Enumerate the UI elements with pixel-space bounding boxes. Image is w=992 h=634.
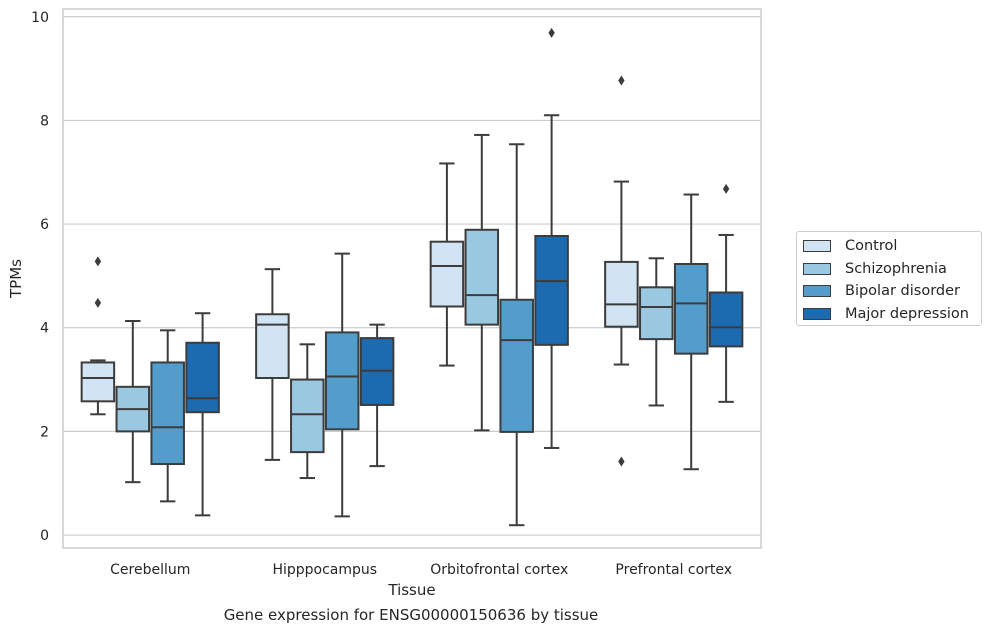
- outlier-point: [94, 297, 102, 308]
- figure-caption: Gene expression for ENSG00000150636 by t…: [223, 606, 599, 624]
- legend-label-bipolar-disorder: Bipolar disorder: [845, 283, 960, 300]
- legend-label-major-depression: Major depression: [845, 305, 969, 322]
- y-tick-label: 10: [31, 10, 49, 26]
- outlier-point: [618, 456, 625, 467]
- box: [429, 240, 465, 308]
- outlier-point: [722, 183, 730, 194]
- x-axis-label: Tissue: [387, 581, 435, 599]
- x-tick-label: Cerebellum: [110, 562, 190, 578]
- box: [708, 291, 744, 348]
- legend-item-control: Control: [803, 235, 981, 258]
- y-tick-label: 4: [40, 321, 49, 337]
- y-tick-label: 2: [40, 424, 49, 440]
- x-tick-label: Hipppocampus: [272, 562, 377, 578]
- box: [604, 260, 639, 328]
- legend-label-schizophrenia: Schizophrenia: [845, 260, 947, 277]
- y-tick-label: 0: [40, 528, 49, 544]
- box: [290, 378, 325, 454]
- legend: Control Schizophrenia Bipolar disorder M…: [796, 231, 982, 326]
- outlier-point: [94, 256, 102, 267]
- box: [185, 341, 220, 414]
- box: [639, 286, 674, 341]
- outlier-point: [548, 27, 555, 38]
- box: [499, 298, 534, 433]
- box: [534, 235, 569, 346]
- box: [673, 262, 709, 355]
- box: [464, 228, 500, 326]
- legend-item-schizophrenia: Schizophrenia: [803, 258, 981, 281]
- legend-swatch-schizophrenia: [803, 262, 831, 275]
- x-tick-label: Prefrontal cortex: [615, 562, 732, 578]
- y-tick-label: 8: [40, 113, 49, 129]
- x-tick-label: Orbitofrontal cortex: [430, 562, 568, 578]
- outlier-point: [618, 75, 625, 86]
- box: [150, 361, 185, 466]
- box: [324, 331, 360, 431]
- y-axis-label: TPMs: [7, 259, 25, 299]
- box: [80, 361, 116, 403]
- plot-frame: [62, 8, 762, 549]
- legend-label-control: Control: [845, 238, 898, 255]
- legend-item-major-depression: Major depression: [803, 303, 981, 326]
- legend-swatch-major-depression: [803, 307, 831, 320]
- legend-swatch-control: [803, 240, 831, 253]
- legend-swatch-bipolar-disorder: [803, 285, 831, 298]
- legend-item-bipolar-disorder: Bipolar disorder: [803, 280, 981, 303]
- y-tick-label: 6: [40, 217, 49, 233]
